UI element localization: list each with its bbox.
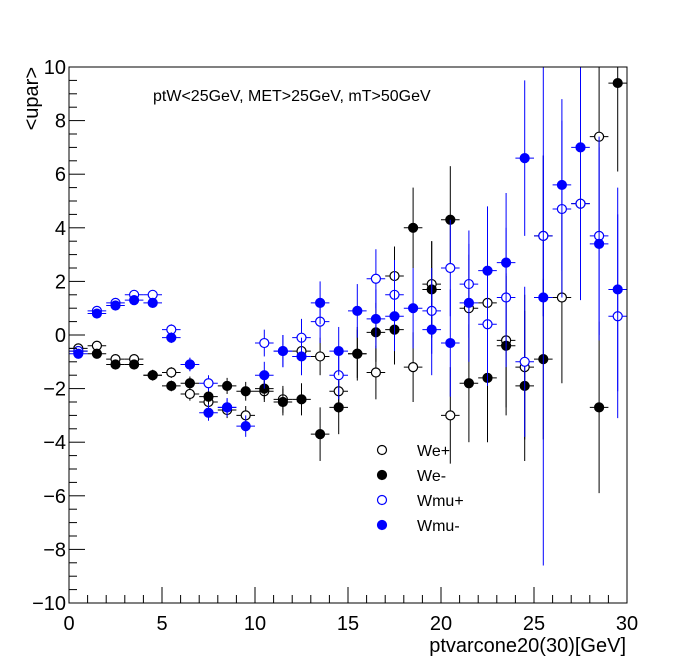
data-point — [129, 359, 140, 370]
y-tick-label: 6 — [55, 164, 66, 186]
y-tick-label: −6 — [43, 486, 66, 508]
data-point — [445, 410, 456, 421]
data-point — [593, 238, 605, 249]
data-point — [203, 407, 214, 418]
x-tick-label: 0 — [63, 613, 74, 635]
legend-label: We+ — [417, 443, 450, 460]
data-point — [240, 386, 251, 397]
legend-marker — [376, 494, 388, 506]
data-point — [203, 391, 214, 402]
legend-marker — [376, 519, 388, 531]
data-point — [240, 421, 251, 432]
data-point — [110, 359, 121, 370]
data-point — [463, 297, 474, 308]
axes: 0 5 10 15 20 25 30 −10 −8 −6 −4 −2 0 2 4 6 8 10 — [32, 57, 638, 635]
data-point — [184, 388, 195, 400]
series-Wmu- — [69, 67, 627, 566]
y-tick-label: 10 — [44, 57, 66, 79]
data-point — [352, 348, 363, 359]
chart-annotation: ptW<25GeV, MET>25GeV, mT>50GeV — [153, 88, 431, 105]
data-point — [501, 257, 512, 268]
data-point — [91, 348, 103, 359]
data-point — [259, 337, 270, 349]
data-point — [166, 332, 177, 343]
data-point — [184, 378, 195, 389]
data-point — [575, 142, 586, 153]
legend-marker — [376, 469, 388, 481]
x-tick-label: 20 — [430, 613, 452, 635]
data-point — [593, 402, 605, 413]
data-point — [519, 153, 530, 164]
data-point — [612, 77, 623, 89]
data-point — [129, 295, 140, 306]
data-point — [426, 324, 437, 335]
y-axis-label: <upar> — [21, 67, 43, 130]
data-point — [91, 308, 103, 319]
y-tick-label: 2 — [55, 271, 66, 293]
data-point — [277, 396, 288, 408]
data-point — [463, 378, 474, 389]
data-point — [538, 292, 549, 303]
data-point — [352, 305, 363, 316]
data-point — [296, 351, 307, 362]
data-point — [147, 370, 158, 381]
x-tick-label: 25 — [523, 613, 545, 635]
data-point — [73, 348, 84, 359]
y-tick-label: −2 — [43, 379, 66, 401]
x-tick-label: 30 — [616, 613, 638, 635]
legend-label: Wmu+ — [417, 493, 464, 510]
data-point — [222, 402, 233, 413]
legend: We+ We- Wmu+ Wmu- — [376, 443, 464, 535]
data-point — [556, 179, 568, 191]
data-point — [519, 356, 530, 367]
y-tick-label: 8 — [55, 111, 66, 133]
data-point — [408, 362, 419, 373]
data-point — [370, 273, 381, 284]
data-point — [166, 367, 177, 378]
data-point — [445, 262, 456, 274]
data-point — [445, 337, 456, 349]
data-point — [370, 367, 381, 378]
legend-marker — [376, 444, 388, 456]
data-point — [612, 284, 623, 295]
data-point — [408, 303, 419, 314]
data-point — [333, 402, 344, 413]
data-point — [408, 222, 419, 233]
legend-label: Wmu- — [417, 518, 460, 535]
data-point — [315, 297, 326, 308]
legend-entry: We+ — [376, 443, 450, 460]
x-tick-label: 15 — [337, 613, 359, 635]
data-point — [147, 297, 158, 308]
x-axis-label: ptvarcone20(30)[GeV] — [429, 635, 626, 657]
y-tick-label: 4 — [55, 218, 66, 240]
data-point — [222, 380, 233, 392]
data-point — [259, 370, 270, 381]
data-marks — [69, 67, 627, 566]
legend-entry: We- — [376, 468, 446, 485]
data-point — [370, 313, 381, 325]
data-point — [315, 429, 326, 440]
data-point — [166, 380, 177, 392]
data-point — [389, 311, 400, 322]
legend-entry: Wmu+ — [376, 493, 464, 510]
data-point — [110, 300, 121, 311]
legend-label: We- — [417, 468, 446, 485]
legend-entry: Wmu- — [376, 518, 460, 535]
data-point — [203, 378, 214, 389]
data-point — [315, 351, 326, 362]
data-point — [482, 265, 493, 276]
y-tick-label: −4 — [43, 432, 66, 454]
data-point — [184, 359, 195, 370]
x-tick-label: 10 — [244, 613, 266, 635]
y-tick-label: −8 — [43, 539, 66, 561]
data-point — [277, 345, 288, 357]
data-point — [333, 345, 344, 357]
y-tick-label: 0 — [55, 325, 66, 347]
data-point — [296, 394, 307, 405]
y-tick-label: −10 — [32, 593, 66, 615]
x-tick-label: 5 — [156, 613, 167, 635]
